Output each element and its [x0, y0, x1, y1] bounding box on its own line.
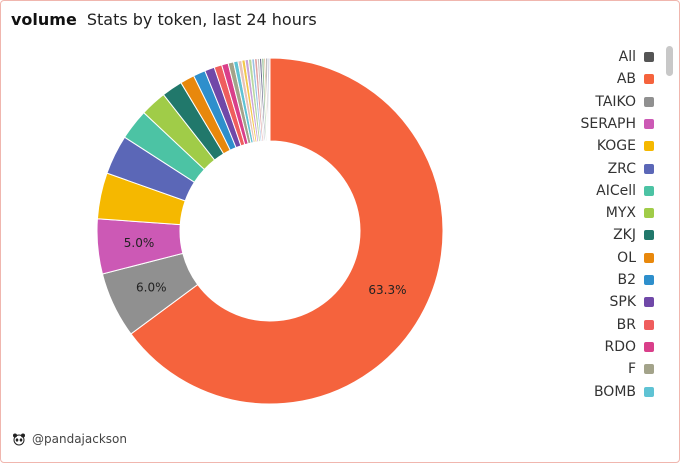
- legend-label: OL: [617, 249, 636, 266]
- legend-label: SERAPH: [580, 115, 636, 132]
- slice-label-seraph: 5.0%: [124, 236, 155, 250]
- legend-label: F: [627, 361, 636, 378]
- chart-header: volume Stats by token, last 24 hours: [11, 10, 317, 29]
- legend-label: B2: [617, 272, 636, 288]
- legend-label: BR: [616, 316, 636, 333]
- legend-swatch: [644, 386, 654, 397]
- chart-legend: All AB TAIKO SERAPH KOGE ZRC AICell MYX ZKJ OL B2 S…: [560, 44, 666, 404]
- legend-label: RDO: [604, 338, 636, 355]
- legend-swatch: [644, 185, 654, 196]
- legend-item-all[interactable]: All: [619, 47, 654, 67]
- legend-swatch: [644, 208, 654, 219]
- legend-item-seraph[interactable]: SERAPH: [581, 114, 654, 134]
- panda-icon: [13, 433, 25, 446]
- legend-label: KOGE: [596, 138, 636, 155]
- legend-swatch: [644, 364, 654, 375]
- chart-title: volume: [11, 10, 77, 29]
- legend-item-b2[interactable]: B2: [617, 270, 654, 290]
- legend-item-zrc[interactable]: ZRC: [608, 159, 654, 179]
- legend-item-aicell[interactable]: AICell: [596, 181, 654, 201]
- legend-label: ZKJ: [613, 227, 636, 244]
- legend-label: AICell: [596, 182, 636, 199]
- legend-item-br[interactable]: BR: [617, 315, 654, 335]
- legend-item-f[interactable]: F: [628, 359, 654, 379]
- legend-label: ZRC: [607, 160, 636, 177]
- slice-ab[interactable]: [130, 57, 444, 405]
- legend-item-zkj[interactable]: ZKJ: [613, 225, 654, 245]
- legend-item-spk[interactable]: SPK: [609, 292, 654, 312]
- legend-item-ab[interactable]: AB: [617, 69, 654, 89]
- legend-item-bomb[interactable]: BOMB: [594, 382, 654, 402]
- legend-label: MYX: [605, 205, 636, 222]
- footer-handle: @pandajackson: [32, 432, 127, 446]
- legend-swatch: [644, 96, 654, 107]
- legend-swatch: [644, 297, 654, 308]
- legend-scrollbar[interactable]: [663, 44, 673, 406]
- legend-item-ol[interactable]: OL: [617, 248, 654, 268]
- footer: @pandajackson: [12, 432, 127, 446]
- legend-swatch: [644, 275, 654, 285]
- donut-chart: 63.3% 6.0% 5.0%: [96, 57, 444, 405]
- slice-other-27[interactable]: [268, 57, 271, 142]
- legend-item-rdo[interactable]: RDO: [604, 337, 654, 357]
- legend-label: SPK: [609, 294, 636, 311]
- legend-swatch: [644, 141, 654, 152]
- chart-subtitle: Stats by token, last 24 hours: [86, 10, 317, 29]
- legend-item-taiko[interactable]: TAIKO: [595, 92, 654, 112]
- legend-swatch: [644, 230, 654, 241]
- legend-label: AB: [616, 71, 636, 88]
- legend-label: TAIKO: [595, 93, 636, 110]
- legend-label: BOMB: [593, 383, 636, 400]
- legend-label: All: [618, 49, 636, 65]
- legend-swatch: [644, 52, 654, 62]
- slice-label-ab: 63.3%: [368, 283, 406, 297]
- legend-swatch: [644, 341, 654, 352]
- legend-swatch: [644, 319, 654, 330]
- legend-swatch: [644, 163, 654, 174]
- legend-swatch: [644, 74, 654, 85]
- legend-scrollbar-thumb[interactable]: [666, 46, 673, 76]
- slice-label-taiko: 6.0%: [136, 281, 167, 295]
- legend-swatch: [644, 118, 654, 129]
- legend-swatch: [644, 252, 654, 263]
- legend-item-koge[interactable]: KOGE: [597, 136, 654, 156]
- legend-item-myx[interactable]: MYX: [606, 203, 654, 223]
